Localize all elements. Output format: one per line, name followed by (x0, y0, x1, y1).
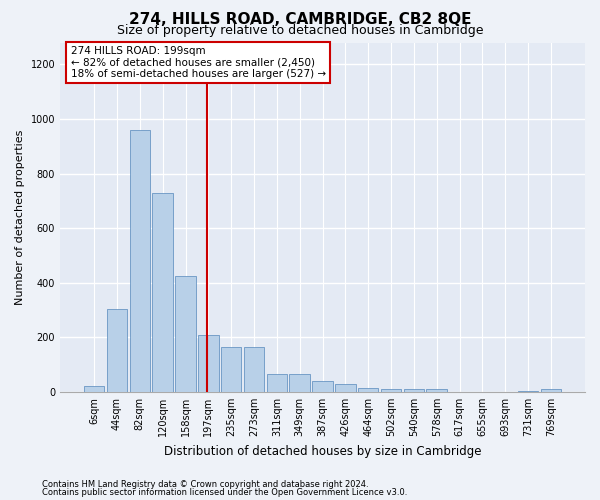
Bar (541, 389, 561, 392)
Text: 274, HILLS ROAD, CAMBRIDGE, CB2 8QE: 274, HILLS ROAD, CAMBRIDGE, CB2 8QE (129, 12, 471, 28)
Text: Contains public sector information licensed under the Open Government Licence v3: Contains public sector information licen… (42, 488, 407, 497)
Bar (381, 389, 401, 392)
Bar (244, 347, 264, 392)
Bar (335, 384, 356, 392)
Bar (84, 386, 104, 392)
Bar (107, 308, 127, 392)
Bar (266, 374, 287, 392)
Bar (312, 381, 333, 392)
Bar (427, 389, 447, 392)
Bar (518, 390, 538, 392)
Text: 274 HILLS ROAD: 199sqm
← 82% of detached houses are smaller (2,450)
18% of semi-: 274 HILLS ROAD: 199sqm ← 82% of detached… (71, 46, 326, 79)
Text: Size of property relative to detached houses in Cambridge: Size of property relative to detached ho… (117, 24, 483, 37)
Bar (175, 276, 196, 392)
Y-axis label: Number of detached properties: Number of detached properties (15, 130, 25, 305)
Bar (289, 374, 310, 392)
X-axis label: Distribution of detached houses by size in Cambridge: Distribution of detached houses by size … (164, 444, 481, 458)
Bar (404, 389, 424, 392)
Text: Contains HM Land Registry data © Crown copyright and database right 2024.: Contains HM Land Registry data © Crown c… (42, 480, 368, 489)
Bar (152, 192, 173, 392)
Bar (198, 334, 218, 392)
Bar (358, 388, 379, 392)
Bar (130, 130, 150, 392)
Bar (221, 347, 241, 392)
